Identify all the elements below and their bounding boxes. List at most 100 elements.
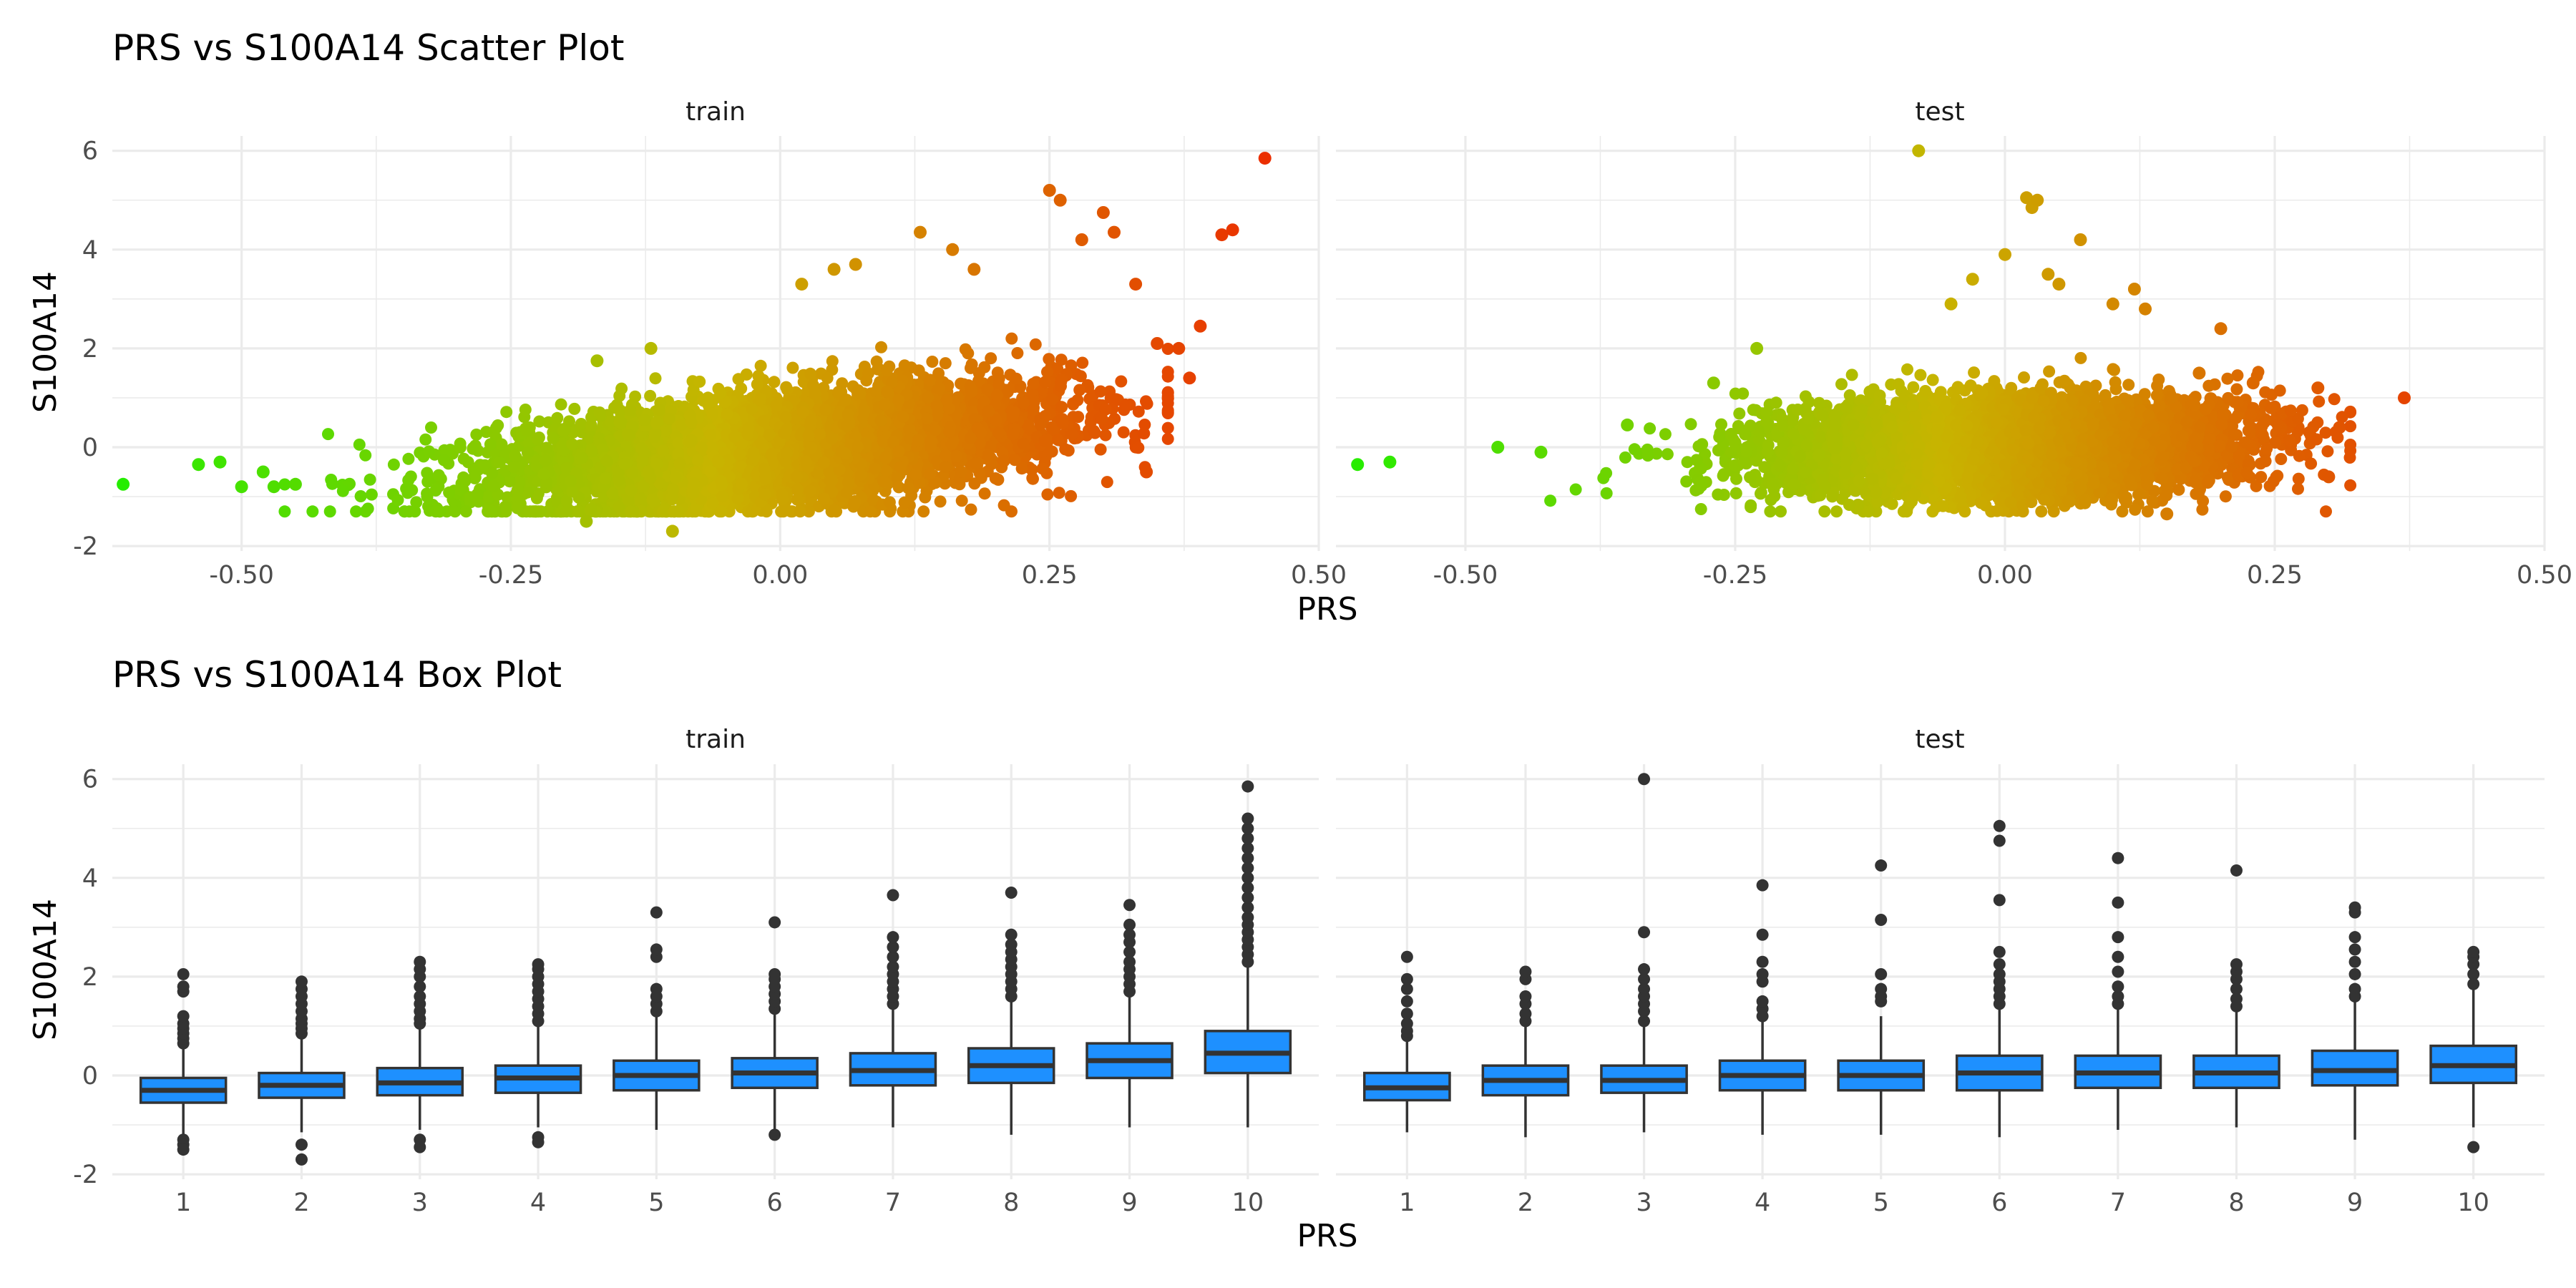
scatter-point bbox=[1007, 428, 1019, 441]
scatter-point bbox=[965, 361, 977, 374]
scatter-point bbox=[484, 438, 497, 451]
scatter-point bbox=[1096, 413, 1108, 426]
scatter-point bbox=[485, 505, 498, 518]
scatter-point bbox=[419, 433, 432, 446]
scatter-point bbox=[880, 364, 893, 377]
scatter-point bbox=[653, 404, 665, 416]
scatter-point bbox=[1029, 338, 1042, 351]
scatter-point bbox=[817, 456, 830, 469]
scatter-point bbox=[982, 449, 995, 462]
scatter-point bbox=[1036, 462, 1049, 475]
scatter-point bbox=[992, 426, 1005, 439]
scatter-point bbox=[557, 424, 570, 437]
scatter-point bbox=[934, 495, 947, 508]
scatter-point bbox=[879, 452, 892, 464]
scatter-point bbox=[706, 407, 719, 420]
scatter-point bbox=[704, 464, 717, 477]
scatter-point bbox=[683, 436, 696, 449]
scatter-point bbox=[939, 357, 952, 370]
scatter-point bbox=[1138, 419, 1151, 431]
scatter-point bbox=[852, 384, 864, 396]
scatter-point bbox=[593, 406, 606, 419]
scatter-point bbox=[521, 446, 534, 459]
scatter-point bbox=[1043, 353, 1055, 366]
scatter-point bbox=[779, 503, 792, 516]
scatter-point bbox=[623, 429, 635, 441]
scatter-point bbox=[644, 389, 657, 402]
scatter-point bbox=[650, 457, 663, 470]
scatter-point bbox=[499, 505, 512, 518]
scatter-point bbox=[457, 452, 470, 465]
scatter-point bbox=[566, 438, 579, 451]
scatter-point bbox=[723, 454, 735, 467]
x-tick-label: -0.25 bbox=[479, 561, 544, 590]
scatter-point bbox=[1161, 432, 1174, 445]
scatter-point bbox=[955, 494, 968, 507]
scatter-point bbox=[975, 426, 987, 439]
scatter-point bbox=[1034, 418, 1047, 431]
scatter-point bbox=[365, 488, 378, 501]
scatter-point bbox=[894, 461, 907, 473]
scatter-point bbox=[663, 412, 675, 425]
scatter-point bbox=[964, 380, 977, 393]
scatter-point bbox=[1053, 487, 1065, 499]
scatter-point bbox=[926, 356, 939, 368]
scatter-point bbox=[997, 454, 1010, 467]
scatter-point bbox=[693, 375, 706, 388]
scatter-point bbox=[354, 490, 367, 502]
scatter-point bbox=[968, 477, 981, 490]
scatter-point bbox=[565, 474, 577, 487]
scatter-point bbox=[459, 505, 472, 518]
scatter-point bbox=[779, 411, 792, 424]
scatter-point bbox=[638, 414, 651, 426]
scatter-point bbox=[691, 454, 704, 467]
scatter-point bbox=[713, 456, 725, 469]
scatter-point bbox=[401, 487, 414, 499]
scatter-point bbox=[932, 367, 945, 380]
scatter-point bbox=[1071, 394, 1084, 406]
scatter-point bbox=[1045, 393, 1058, 406]
scatter-point bbox=[1039, 376, 1052, 389]
scatter-point bbox=[649, 372, 662, 385]
scatter-point bbox=[537, 468, 550, 481]
scatter-point bbox=[421, 490, 434, 503]
scatter-point bbox=[1099, 429, 1112, 441]
scatter-point bbox=[1119, 399, 1132, 412]
scatter-point bbox=[625, 484, 638, 497]
scatter-point bbox=[945, 438, 958, 451]
y-tick-label: -2 bbox=[73, 532, 98, 561]
scatter-point bbox=[1161, 392, 1174, 405]
scatter-point bbox=[992, 473, 1005, 486]
scatter-point bbox=[326, 477, 338, 490]
scatter-point bbox=[950, 450, 962, 463]
scatter-point bbox=[1056, 413, 1069, 426]
scatter-point bbox=[733, 448, 746, 460]
scatter-point bbox=[921, 412, 934, 425]
scatter-point bbox=[364, 473, 376, 486]
scatter-point bbox=[668, 505, 680, 518]
x-tick-label: 0.25 bbox=[1022, 561, 1078, 590]
scatter-point bbox=[1041, 488, 1054, 501]
y-tick-label: 0 bbox=[82, 434, 98, 462]
scatter-point bbox=[453, 483, 466, 496]
scatter-point bbox=[991, 389, 1003, 401]
scatter-point bbox=[683, 409, 696, 421]
scatter-point bbox=[519, 404, 532, 416]
scatter-point bbox=[804, 484, 816, 497]
scatter-point bbox=[883, 496, 896, 509]
scatter-point bbox=[1073, 384, 1086, 396]
scatter-point bbox=[493, 456, 506, 469]
scatter-point bbox=[1161, 343, 1174, 355]
scatter-point bbox=[796, 406, 809, 419]
scatter-point bbox=[495, 438, 508, 451]
scatter-point bbox=[361, 502, 374, 515]
scatter-point bbox=[805, 441, 818, 454]
scatter-point bbox=[826, 355, 839, 368]
scatter-point bbox=[566, 485, 579, 498]
scatter-point bbox=[1161, 421, 1174, 434]
scatter-point bbox=[715, 505, 728, 518]
scatter-point bbox=[467, 442, 479, 455]
scatter-point bbox=[939, 460, 952, 473]
scatter-point bbox=[1161, 370, 1174, 383]
